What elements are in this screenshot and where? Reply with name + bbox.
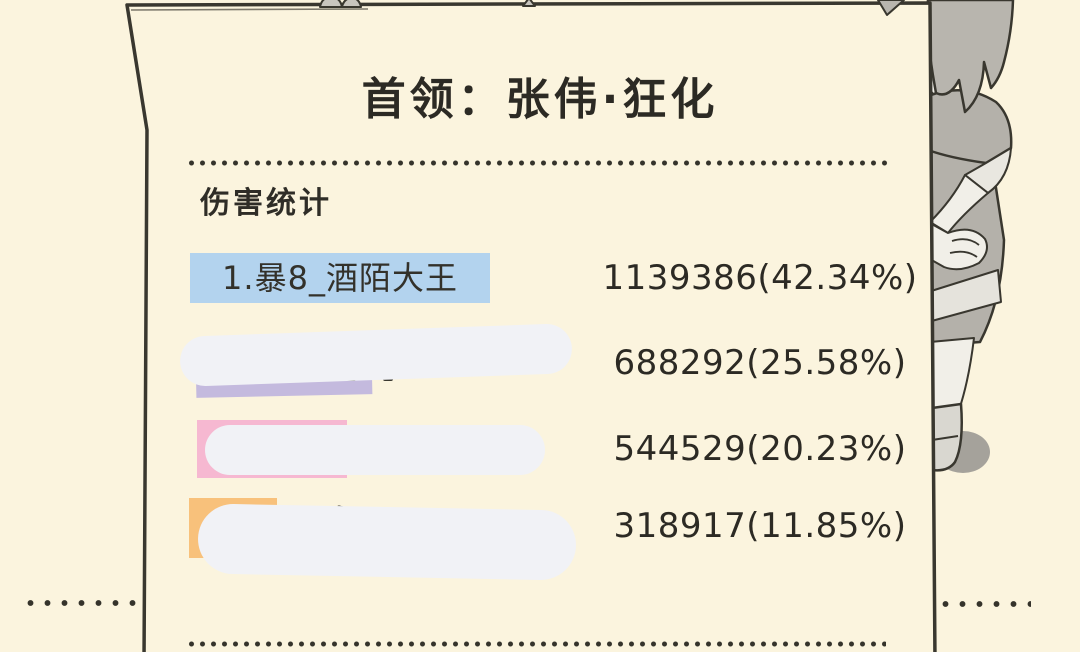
player-name: 1.暴8_酒陌大王: [222, 259, 458, 297]
damage-value: 544529(20.23%): [613, 429, 907, 469]
section-title: 伤害统计: [200, 186, 332, 221]
title-separator-dotted-line: [186, 160, 888, 166]
boss-title: 首领：张伟·狂化: [361, 74, 719, 125]
background-dotted-line-left: [22, 599, 146, 607]
damage-value: 318917(11.85%): [613, 506, 907, 546]
white-scribble-mask: [179, 323, 573, 387]
player-name-highlight: 1.暴8_酒陌大王: [190, 253, 490, 303]
white-scribble-mask: [205, 425, 545, 475]
damage-value: 688292(25.58%): [613, 343, 907, 383]
damage-value: 1139386(42.34%): [602, 258, 918, 298]
panel-bottom-dotted-line: [186, 641, 886, 647]
background-dotted-line-right: [937, 600, 1031, 608]
white-scribble-mask: [197, 503, 577, 581]
